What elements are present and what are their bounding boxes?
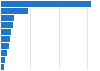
Bar (1, 1, 90, 7)
Bar (1, 43, 9, 49)
Bar (1, 64, 4, 70)
Bar (1, 50, 7, 56)
Bar (1, 29, 11, 35)
Bar (1, 36, 10, 42)
Bar (1, 22, 12, 28)
Bar (1, 8, 28, 14)
Bar (1, 15, 14, 21)
Bar (1, 57, 5, 63)
